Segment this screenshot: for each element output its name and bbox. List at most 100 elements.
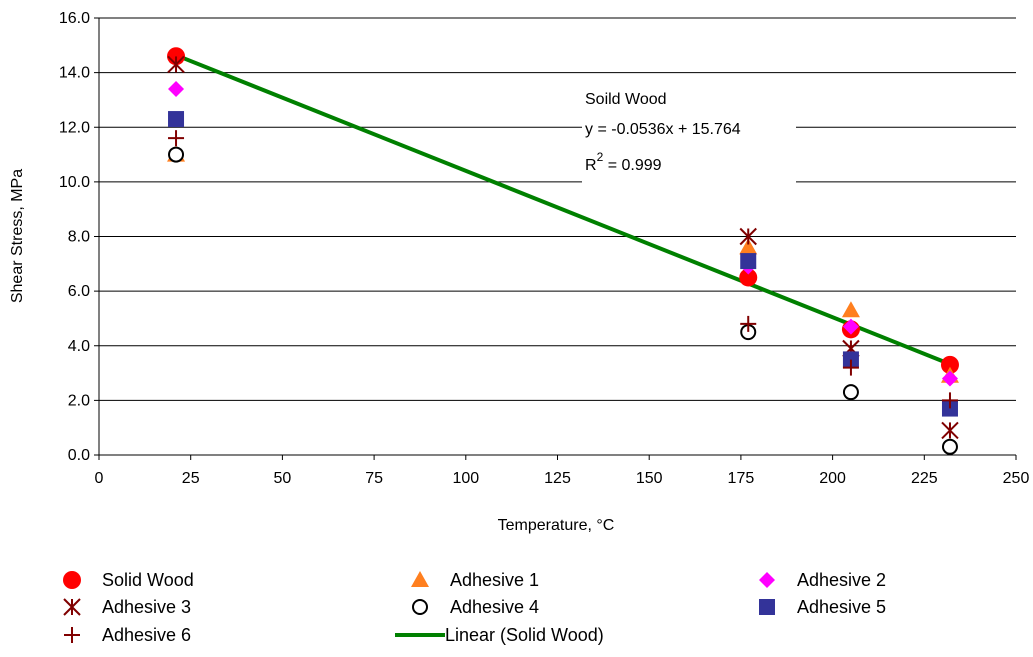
marker-shape (168, 146, 185, 163)
x-axis-label: Temperature, °C (498, 517, 615, 534)
data-point-adhesive-1 (841, 301, 860, 318)
marker-shape (941, 400, 958, 417)
legend-marker (411, 571, 429, 587)
x-tick-label: 225 (911, 470, 938, 487)
axis-layer: 0.0 2.0 4.0 6.0 8.0 10.0 12.0 14.0 16.0 0 25 50 75 10… (59, 10, 1030, 487)
x-tick-label: 100 (452, 470, 479, 487)
annotation-title: Soild Wood (585, 91, 667, 108)
annotation-equation: y = -0.0536x + 15.764 (585, 121, 741, 138)
x-tick-label: 250 (1003, 470, 1030, 487)
x-tick-label: 175 (728, 470, 755, 487)
trendline-layer (175, 53, 951, 366)
y-tick-label: 6.0 (68, 283, 90, 300)
legend-marker (63, 571, 81, 589)
data-point-adhesive-2 (842, 318, 859, 335)
x-tick-label: 75 (365, 470, 383, 487)
r-squared-base: R (585, 157, 597, 174)
y-tick-label: 12.0 (59, 119, 90, 136)
y-tick-label: 10.0 (59, 174, 90, 191)
data-point-adhesive-6 (168, 130, 185, 147)
legend-marker (412, 599, 428, 615)
y-axis-label: Shear Stress, MPa (9, 169, 26, 303)
legend-item-adhesive-6: Adhesive 6 (64, 625, 191, 645)
r-squared-value: = 0.999 (603, 157, 661, 174)
data-point-adhesive-5 (740, 253, 757, 270)
marker-shape (842, 318, 859, 335)
marker-shape (739, 268, 758, 287)
data-point-adhesive-6 (740, 315, 757, 332)
marker-shape (842, 351, 859, 368)
data-point-adhesive-4 (941, 438, 958, 455)
legend-label: Adhesive 2 (797, 570, 886, 590)
data-point-adhesive-1 (739, 238, 758, 255)
legend-label: Solid Wood (102, 570, 194, 590)
legend-marker (759, 572, 775, 588)
marker-shape (940, 355, 959, 374)
y-tick-label: 2.0 (68, 392, 90, 409)
annotation-r-squared: R2 = 0.999 (585, 150, 662, 174)
y-tick-label: 16.0 (59, 10, 90, 27)
y-tick-label: 4.0 (68, 338, 90, 355)
marker-shape (740, 253, 757, 270)
marker-shape (63, 571, 81, 589)
y-tick-label: 14.0 (59, 65, 90, 82)
data-point-adhesive-5 (168, 111, 185, 128)
data-point-adhesive-6 (941, 392, 958, 409)
annotation-background (582, 84, 796, 184)
legend-item-adhesive-3: Adhesive 3 (63, 597, 191, 617)
marker-shape (842, 384, 859, 401)
data-point-adhesive-3 (941, 421, 959, 440)
legend-marker (759, 599, 775, 615)
legend-item-adhesive-1: Adhesive 1 (411, 570, 539, 590)
data-point-solid-wood (739, 268, 758, 287)
trendline-solid-wood (175, 53, 951, 366)
legend-label: Adhesive 6 (102, 625, 191, 645)
legend-item-solid-wood: Solid Wood (63, 570, 194, 590)
data-point-layer (167, 47, 959, 455)
legend-item-adhesive-4: Adhesive 4 (412, 597, 539, 617)
legend-label: Adhesive 5 (797, 597, 886, 617)
legend-label: Adhesive 4 (450, 597, 539, 617)
data-point-adhesive-3 (739, 227, 757, 246)
marker-shape (411, 571, 429, 587)
marker-shape (168, 81, 185, 98)
legend-item-linear-solid-wood: Linear (Solid Wood) (395, 625, 604, 645)
marker-shape (739, 238, 758, 255)
legend-item-adhesive-5: Adhesive 5 (759, 597, 886, 617)
data-point-adhesive-4 (842, 384, 859, 401)
marker-shape (941, 370, 958, 387)
legend-item-adhesive-2: Adhesive 2 (759, 570, 886, 590)
legend-label: Adhesive 3 (102, 597, 191, 617)
legend-label: Linear (Solid Wood) (445, 625, 604, 645)
x-tick-label: 0 (95, 470, 104, 487)
r-squared-superscript: 2 (597, 150, 604, 164)
data-point-adhesive-6 (842, 359, 859, 376)
data-point-adhesive-5 (941, 400, 958, 417)
x-tick-label: 150 (636, 470, 663, 487)
legend-marker (64, 627, 80, 643)
data-point-solid-wood (940, 355, 959, 374)
marker-shape (759, 599, 775, 615)
x-tick-label: 200 (819, 470, 846, 487)
x-tick-label: 125 (544, 470, 571, 487)
legend-marker (63, 598, 81, 616)
x-tick-label: 25 (182, 470, 200, 487)
data-point-adhesive-5 (842, 351, 859, 368)
marker-shape (941, 438, 958, 455)
data-point-adhesive-3 (167, 55, 185, 74)
marker-shape (759, 572, 775, 588)
trendline-annotation: Soild Wood y = -0.0536x + 15.764 R2 = 0.… (582, 84, 796, 184)
legend-label: Adhesive 1 (450, 570, 539, 590)
x-tick-label: 50 (274, 470, 292, 487)
grid-layer (99, 17, 1016, 456)
legend: Solid Wood Adhesive 1 Adhesive 2 Adhesive 3… (63, 570, 886, 645)
marker-shape (841, 301, 860, 318)
y-tick-label: 8.0 (68, 229, 90, 246)
y-tick-label: 0.0 (68, 447, 90, 464)
data-point-adhesive-4 (168, 146, 185, 163)
data-point-adhesive-2 (168, 81, 185, 98)
data-point-adhesive-2 (941, 370, 958, 387)
marker-shape (412, 599, 428, 615)
